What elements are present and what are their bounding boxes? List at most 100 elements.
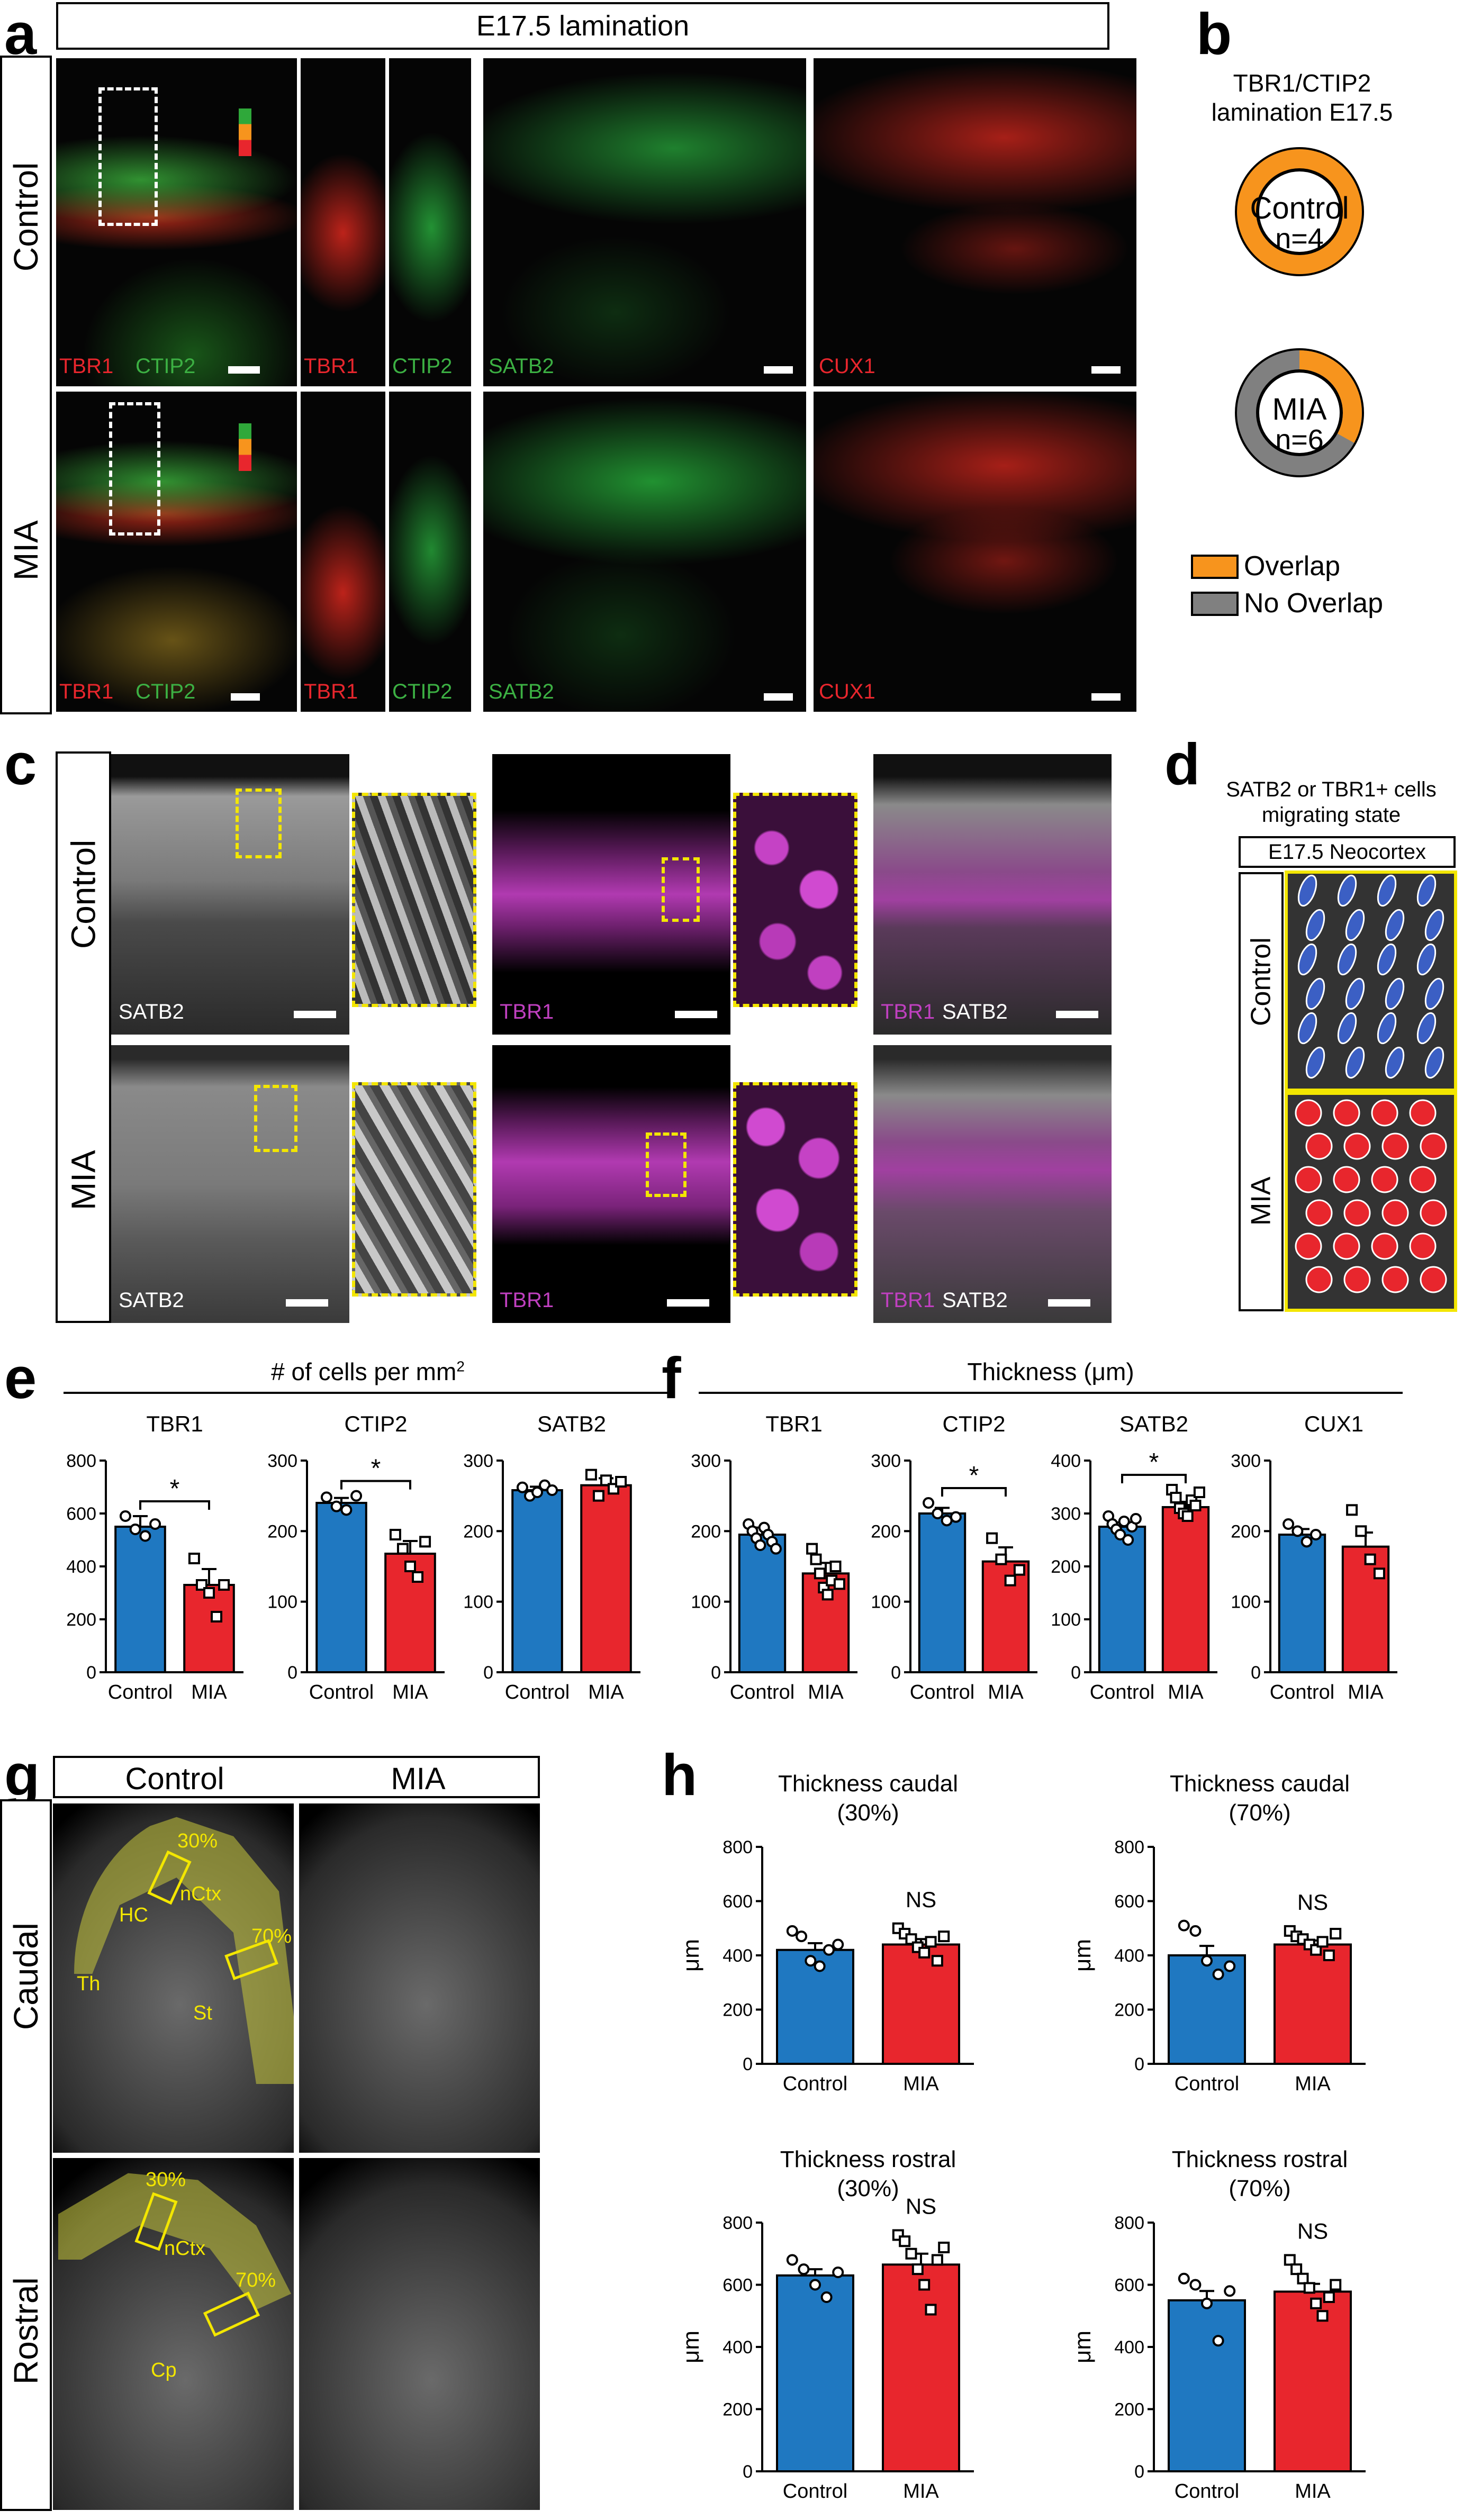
y-tick-label: 0 (1134, 2054, 1144, 2074)
panel-letter-h: h (662, 1743, 698, 1808)
panel-d-mia-cell (1295, 1099, 1322, 1127)
panel-d-control-cell (1305, 1046, 1325, 1079)
chart-subtitle: (30%) (837, 2175, 899, 2201)
data-point-control (809, 2279, 821, 2291)
panel-d-mia-cell (1409, 1232, 1437, 1260)
panel-a-mia-satb2-image: SATB2 (483, 392, 806, 712)
panel-d-control-cell (1377, 943, 1397, 976)
panel-d-mia-cell (1420, 1266, 1447, 1293)
panel-b-mia-donut-overlap (1299, 350, 1362, 443)
panel-g-row-label-caudal: Caudal (7, 1923, 45, 2030)
panel-e-group-title-text: # of cells per mm (271, 1358, 457, 1385)
panel-a-title: E17.5 lamination (56, 2, 1109, 50)
y-tick-label: 600 (723, 1892, 753, 1912)
panel-d-control-cell (1305, 909, 1325, 941)
bar-mia (1341, 1545, 1390, 1673)
data-point-mia (1316, 2310, 1329, 2322)
data-point-mia (918, 2279, 931, 2291)
panel-a-control-tbr1-label: TBR1 (59, 355, 114, 378)
y-tick-label: 600 (723, 2276, 753, 2296)
y-tick-label: 600 (1114, 2276, 1144, 2296)
panel-d-cell-schematic (1285, 871, 1457, 1312)
chart-title: CTIP2 (942, 1411, 1005, 1436)
panel-a-control-satb2-scalebar (764, 366, 793, 374)
bar-control (315, 1502, 367, 1673)
chart-e-satb2: SATB2 0 100 200 300 Control MIA (463, 1411, 640, 1703)
panel-c-control-tbr1-scalebar (675, 1011, 717, 1018)
panel-b-legend-nooverlap-swatch (1191, 592, 1239, 616)
panel-letter-g: g (4, 1743, 40, 1808)
panel-c-mia-tbr1-inset-box (646, 1132, 687, 1197)
panel-a-mia-layer-bar (239, 423, 251, 471)
data-point-mia (1170, 1492, 1182, 1503)
panel-g-row-label-box (0, 1799, 52, 2511)
x-tick-label: MIA (392, 1681, 428, 1703)
y-tick-label: 100 (1231, 1592, 1261, 1612)
bar-mia (882, 1943, 960, 2065)
panel-letter-c: c (4, 732, 37, 797)
panel-a-mia-zoom-ctip2-image: CTIP2 (389, 392, 471, 712)
panel-e-group-title: # of cells per mm2 (69, 1357, 667, 1386)
panel-d-mia-cell (1305, 1266, 1333, 1293)
chart-title: Thickness caudal (778, 1771, 958, 1797)
panel-c-row-label-mia: MIA (64, 1150, 103, 1210)
panel-a-mia-zoom-ctip2-label: CTIP2 (392, 680, 453, 703)
x-tick-label: MIA (1348, 1681, 1384, 1703)
data-point-control (1130, 1513, 1142, 1525)
panel-d-control-cell (1424, 909, 1444, 941)
data-point-mia (899, 2235, 911, 2247)
panel-g-caudal-nctx-label: nCtx (180, 1883, 222, 1905)
panel-d-control-cell (1297, 1012, 1317, 1045)
panel-d-row-label-mia: MIA (1245, 1176, 1277, 1226)
panel-d-control-cell (1385, 1046, 1405, 1079)
panel-d-mia-cell (1333, 1232, 1360, 1260)
y-tick-label: 200 (723, 2000, 753, 2020)
data-point-control (1301, 1536, 1313, 1548)
y-tick-label: 400 (723, 1946, 753, 1966)
data-point-mia (211, 1611, 223, 1622)
significance-ns: NS (906, 1887, 936, 1912)
panel-d-row-label-box (1239, 872, 1284, 1311)
panel-d-control-cell (1337, 1012, 1357, 1045)
panel-g-rostral-70-box (203, 2291, 260, 2337)
significance-star: * (969, 1462, 979, 1490)
data-point-mia (389, 1529, 401, 1540)
x-tick-label: MIA (903, 2073, 939, 2095)
y-tick-label: 400 (1114, 1946, 1144, 1966)
panel-a-mia-cux1-image: CUX1 (814, 392, 1136, 712)
data-point-mia (918, 1946, 931, 1959)
data-point-control (832, 2267, 844, 2278)
bar-control (1098, 1526, 1146, 1673)
data-point-control (1212, 1968, 1224, 1980)
y-tick-label: 200 (723, 2400, 753, 2420)
panel-d-mia-cell (1420, 1132, 1447, 1160)
panel-d-mia-cell (1333, 1166, 1360, 1193)
panel-c-mia-tbr1-label: TBR1 (500, 1289, 554, 1312)
panel-c-mia-merge-tbr1-label: TBR1 (881, 1289, 935, 1312)
panel-c-control-tbr1-image: TBR1 (492, 754, 730, 1035)
panel-d-control-cell (1416, 943, 1437, 976)
panel-g-col-label-mia: MIA (391, 1762, 446, 1796)
panel-c-mia-tbr1-scalebar (667, 1299, 709, 1307)
chart-e-tbr1: TBR1 0 200 400 600 800 Control MIA * (66, 1411, 243, 1703)
bar-mia (183, 1584, 235, 1673)
y-axis-label: μm (678, 1939, 704, 1972)
y-tick-label: 400 (723, 2337, 753, 2358)
y-tick-label: 0 (711, 1663, 721, 1683)
x-tick-label: MIA (191, 1681, 227, 1703)
panel-a-control-satb2-label: SATB2 (489, 355, 554, 378)
bar-mia (1274, 1943, 1352, 2065)
panel-g-caudal-th-label: Th (77, 1973, 101, 1995)
chart-h-caudal-70: Thickness caudal (70%) 0 200 400 600 800 μm Cont… (1070, 1771, 1366, 2095)
panel-letter-a: a (4, 2, 37, 67)
data-point-control (119, 1510, 131, 1522)
significance-bracket (340, 1480, 411, 1490)
chart-f-tbr1: TBR1 0 100 200 300 Control MIA (691, 1411, 857, 1703)
data-point-mia (188, 1553, 200, 1564)
data-point-mia (938, 1930, 950, 1943)
data-point-control (129, 1524, 141, 1535)
panel-c-mia-satb2-image: SATB2 (111, 1045, 349, 1323)
y-tick-label: 100 (463, 1592, 493, 1612)
bar-control (1168, 1954, 1246, 2065)
panel-b-legend-overlap-swatch (1191, 555, 1239, 579)
